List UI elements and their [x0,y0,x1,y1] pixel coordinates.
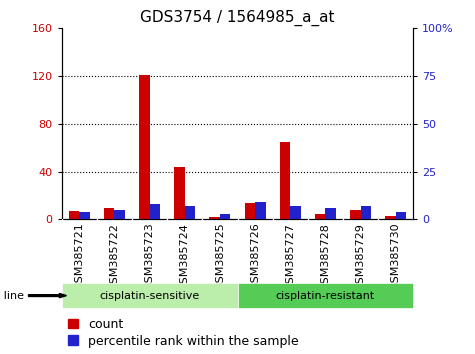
Text: GSM385725: GSM385725 [215,223,225,290]
Legend: count, percentile rank within the sample: count, percentile rank within the sample [68,318,299,348]
Bar [325,208,336,219]
Bar [350,210,361,219]
Text: GSM385728: GSM385728 [320,223,331,291]
Bar [150,204,160,219]
Text: GSM385721: GSM385721 [74,223,85,290]
Bar [114,210,125,219]
Text: GSM385730: GSM385730 [390,223,401,290]
Bar [185,206,195,219]
Bar [69,211,79,219]
Bar [245,203,255,219]
Bar [280,142,290,219]
Bar [315,213,325,219]
Title: GDS3754 / 1564985_a_at: GDS3754 / 1564985_a_at [140,9,335,25]
Bar [139,75,150,219]
Text: GSM385723: GSM385723 [144,223,155,290]
Text: GSM385724: GSM385724 [180,223,190,291]
Bar [396,212,406,219]
Text: cisplatin-resistant: cisplatin-resistant [276,291,375,301]
Text: GSM385726: GSM385726 [250,223,260,290]
Bar [385,216,396,219]
Bar [220,214,230,219]
Bar [255,202,266,219]
Text: GSM385727: GSM385727 [285,223,295,291]
Text: cisplatin-sensitive: cisplatin-sensitive [99,291,200,301]
Bar [104,207,114,219]
Text: GSM385722: GSM385722 [109,223,120,291]
Bar [290,206,301,219]
Bar [209,217,220,219]
Text: cell line: cell line [0,291,24,301]
Bar [174,167,185,219]
Bar [79,212,90,219]
Text: GSM385729: GSM385729 [355,223,366,291]
Bar [238,283,413,308]
Bar [62,283,238,308]
Bar [361,206,371,219]
